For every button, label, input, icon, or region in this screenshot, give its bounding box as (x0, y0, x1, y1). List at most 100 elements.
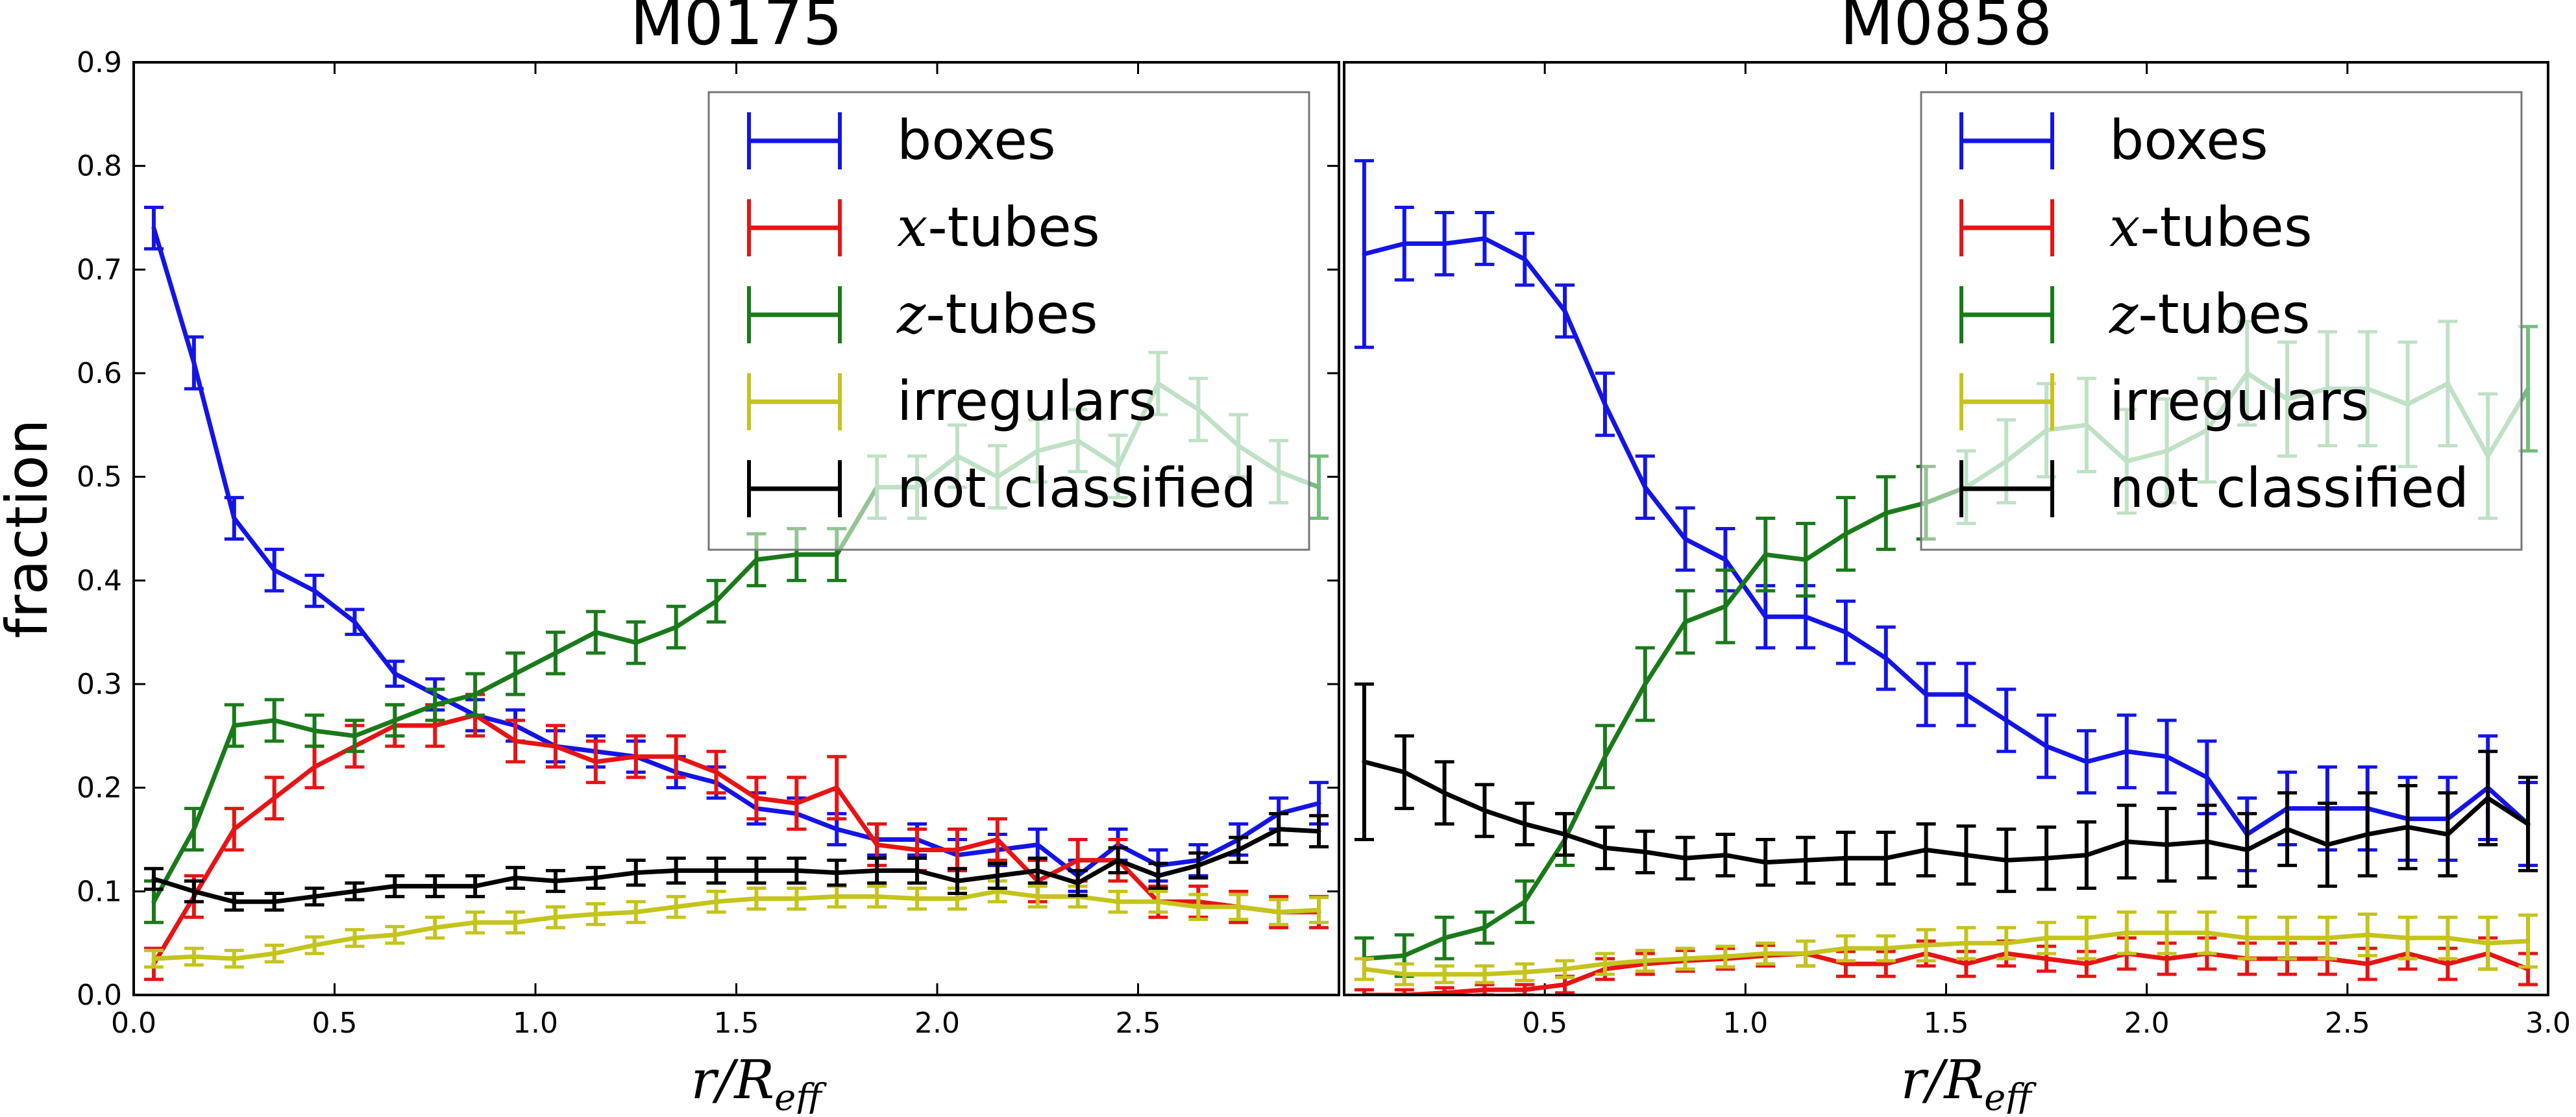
series-line-segment (272, 765, 317, 801)
data-point (515, 922, 517, 924)
data-point (796, 554, 798, 556)
series-line-segment (2044, 852, 2089, 861)
data-point (1077, 859, 1079, 861)
data-point (836, 828, 838, 830)
series-line-segment (232, 796, 277, 832)
series-line-segment (2084, 951, 2129, 966)
series-line-segment (1035, 857, 1081, 883)
series-line-segment (714, 557, 759, 604)
series-line-segment (593, 754, 639, 765)
legend-label: not classified (2109, 456, 2469, 520)
data-point (2287, 937, 2288, 939)
series-line-segment (1482, 899, 1527, 930)
data-point (2447, 963, 2449, 965)
series-line-segment (1843, 630, 1889, 661)
data-point (1318, 830, 1320, 832)
data-point (233, 958, 235, 960)
legend-label-math: x (2109, 195, 2140, 259)
x-axis-label: r/Reff (691, 1049, 828, 1114)
x-tick-label: 1.5 (1924, 1007, 1969, 1040)
data-point (956, 849, 958, 851)
series-line-segment (1276, 801, 1321, 816)
data-point (2366, 963, 2368, 965)
series-line-segment (513, 739, 558, 749)
data-point (394, 934, 396, 936)
data-point (715, 600, 717, 602)
series-line-segment (352, 718, 397, 739)
legend-box (707, 91, 1310, 551)
series-line-segment (1442, 925, 1487, 940)
data-point (2046, 958, 2048, 960)
series-line-segment (151, 894, 197, 966)
series-line-segment (1482, 236, 1527, 262)
data-point (595, 877, 596, 879)
series-line-segment (2044, 744, 2089, 765)
series-line-segment (2204, 775, 2250, 837)
series-line-segment (995, 889, 1040, 899)
data-point (1805, 859, 1807, 861)
data-point (1077, 882, 1079, 884)
data-point (916, 849, 918, 851)
series-line-segment (472, 671, 518, 697)
data-point (434, 927, 436, 929)
data-point (1443, 792, 1445, 794)
series-not-classified (143, 812, 1329, 912)
series-line-segment (714, 770, 759, 801)
data-point (2366, 934, 2368, 936)
series-line-segment (1075, 894, 1121, 904)
legend-label: not classified (897, 456, 1257, 520)
data-point (273, 719, 275, 721)
series-line-segment (2365, 932, 2410, 940)
data-point (2527, 940, 2529, 942)
data-point (273, 901, 275, 903)
series-line-segment (794, 785, 839, 806)
data-point (1484, 809, 1486, 811)
data-point (2166, 844, 2168, 846)
series-line-segment (1924, 847, 1969, 857)
data-point (1524, 258, 1526, 260)
series-line-segment (2445, 951, 2490, 966)
series-line-segment (2285, 827, 2330, 847)
series-line-segment (553, 876, 598, 883)
series-line-segment (2365, 951, 2410, 966)
data-point (1965, 693, 1967, 695)
series-line-segment (191, 827, 237, 899)
series-line-segment (191, 889, 237, 904)
data-point (1197, 865, 1199, 866)
data-point (1363, 253, 1365, 255)
data-point (153, 901, 154, 903)
data-point (1238, 849, 1240, 851)
data-point (354, 890, 356, 892)
series-line-segment (472, 876, 518, 889)
series-line-segment (151, 225, 197, 365)
data-point (1925, 944, 1927, 946)
data-point (2166, 958, 2168, 960)
series-line-segment (1883, 656, 1929, 697)
series-line-segment (2165, 754, 2209, 780)
legend-label: boxes (897, 108, 1056, 172)
series-line-segment (1562, 308, 1608, 407)
series-line-segment (633, 754, 679, 775)
data-point (1443, 974, 1445, 976)
x-tick-label: 1.5 (714, 1007, 759, 1040)
series-line-segment (352, 723, 397, 749)
series-line-segment (1763, 857, 1808, 865)
series-line-segment (914, 837, 960, 857)
data-point (956, 898, 958, 900)
data-point (1117, 859, 1119, 861)
series-line-segment (392, 925, 437, 937)
data-point (1684, 621, 1686, 623)
data-point (1157, 875, 1159, 877)
series-line-segment (352, 883, 397, 894)
data-point (876, 896, 878, 898)
series-line-segment (834, 868, 879, 876)
series-line-segment (1883, 942, 1929, 951)
data-point (2206, 932, 2208, 934)
series-line-segment (633, 904, 679, 914)
data-point (1443, 243, 1445, 245)
series-line-segment (2244, 806, 2290, 837)
data-point (1765, 861, 1767, 863)
data-point (2206, 841, 2208, 842)
